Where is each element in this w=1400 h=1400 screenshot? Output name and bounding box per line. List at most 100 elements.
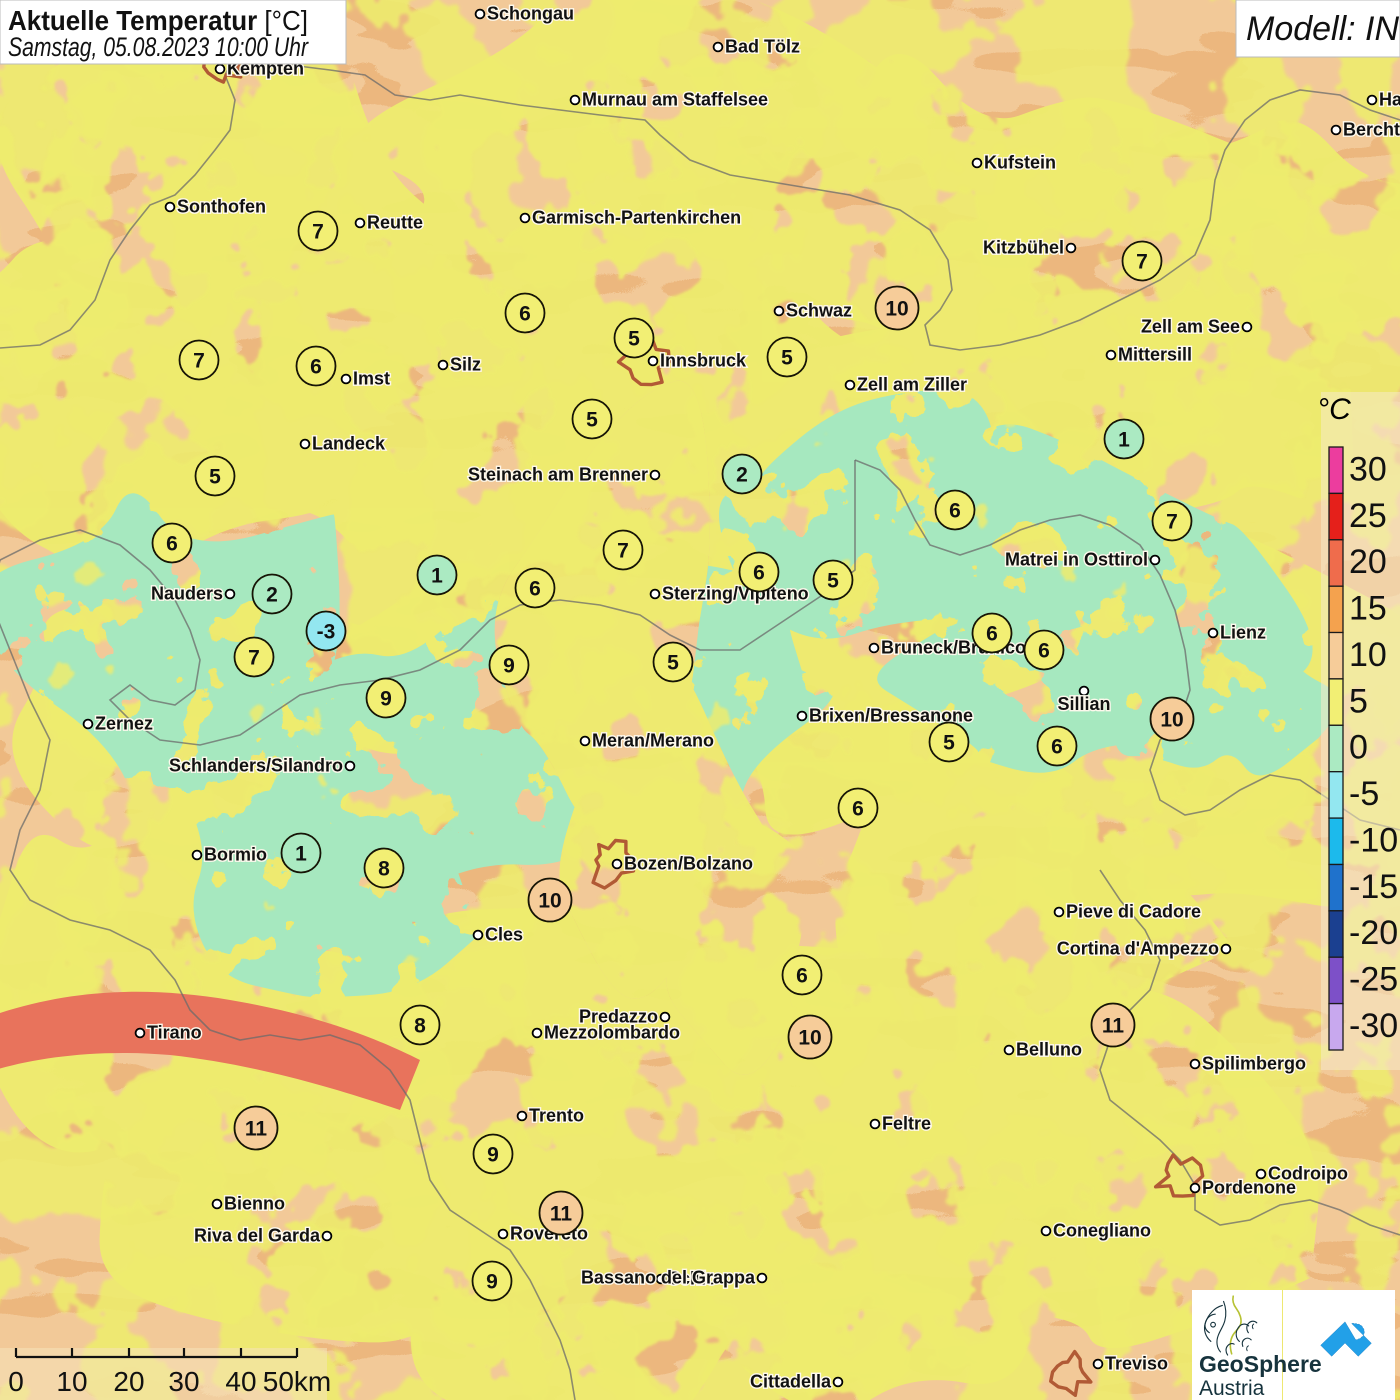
svg-text:-3: -3 (317, 621, 336, 644)
svg-text:Landeck: Landeck (312, 434, 386, 454)
svg-text:5: 5 (781, 347, 793, 370)
svg-text:11: 11 (245, 1118, 268, 1141)
svg-text:7: 7 (617, 540, 629, 563)
svg-text:25: 25 (1349, 497, 1387, 535)
svg-text:Belluno: Belluno (1016, 1040, 1082, 1060)
svg-text:5: 5 (209, 466, 221, 489)
svg-text:6: 6 (310, 356, 322, 379)
svg-text:Pieve di Cadore: Pieve di Cadore (1066, 902, 1201, 922)
svg-text:7: 7 (248, 647, 260, 670)
svg-text:Schwaz: Schwaz (786, 301, 852, 321)
svg-text:6: 6 (796, 965, 808, 988)
svg-text:5: 5 (827, 570, 839, 593)
svg-text:5: 5 (628, 328, 640, 351)
svg-text:20: 20 (113, 1366, 144, 1397)
svg-text:Coneglianο: Coneglianο (1053, 1221, 1151, 1241)
svg-text:Kufstein: Kufstein (984, 153, 1056, 173)
svg-text:6: 6 (1038, 640, 1050, 663)
svg-text:Austria: Austria (1199, 1377, 1265, 1400)
svg-text:Trento: Trento (529, 1106, 584, 1126)
svg-text:10: 10 (885, 298, 908, 321)
svg-text:10: 10 (538, 890, 561, 913)
svg-text:Garmisch-Partenkirchen: Garmisch-Partenkirchen (532, 208, 741, 228)
svg-text:Samstag, 05.08.2023 10:00 Uhr: Samstag, 05.08.2023 10:00 Uhr (8, 32, 309, 62)
svg-text:30: 30 (168, 1366, 199, 1397)
svg-text:6: 6 (986, 623, 998, 646)
svg-text:1: 1 (295, 843, 307, 866)
svg-text:Meran/Merano: Meran/Merano (592, 731, 714, 751)
svg-text:Cles: Cles (485, 925, 523, 945)
svg-text:Modell: INCA: Modell: INCA (1246, 10, 1400, 48)
svg-text:-5: -5 (1349, 775, 1379, 813)
svg-text:Codroipo: Codroipo (1268, 1164, 1348, 1184)
svg-text:6: 6 (166, 533, 178, 556)
svg-text:7: 7 (1136, 251, 1148, 274)
svg-text:Kitzbühel: Kitzbühel (983, 238, 1064, 258)
svg-text:-25: -25 (1349, 961, 1398, 999)
svg-text:Treviso: Treviso (1105, 1354, 1168, 1374)
svg-text:-15: -15 (1349, 868, 1398, 906)
svg-text:7: 7 (312, 221, 324, 244)
svg-text:Nauders: Nauders (151, 584, 223, 604)
svg-text:Schongau: Schongau (487, 4, 574, 24)
svg-text:-20: -20 (1349, 914, 1398, 952)
svg-text:1: 1 (1118, 429, 1130, 452)
svg-text:Sonthofen: Sonthofen (177, 197, 266, 217)
svg-text:6: 6 (949, 500, 961, 523)
svg-text:50km: 50km (263, 1366, 331, 1397)
svg-text:Feltre: Feltre (882, 1114, 931, 1134)
svg-text:5: 5 (943, 732, 955, 755)
svg-text:10: 10 (1349, 636, 1387, 674)
svg-text:Riva del Garda: Riva del Garda (194, 1226, 321, 1246)
svg-text:Lienz: Lienz (1220, 623, 1266, 643)
svg-text:30: 30 (1349, 450, 1387, 488)
svg-text:Bienno: Bienno (224, 1194, 285, 1214)
svg-text:6: 6 (529, 578, 541, 601)
svg-text:15: 15 (1349, 590, 1387, 628)
svg-text:Cittadella: Cittadella (750, 1372, 832, 1392)
svg-text:Imst: Imst (353, 369, 390, 389)
svg-text:6: 6 (1051, 736, 1063, 759)
svg-text:40: 40 (225, 1366, 256, 1397)
svg-text:Bassano del Grappa: Bassano del Grappa (581, 1268, 756, 1288)
svg-text:Matrei in Osttirol: Matrei in Osttirol (1005, 550, 1148, 570)
svg-text:Tirano: Tirano (147, 1023, 202, 1043)
svg-text:Mittersill: Mittersill (1118, 345, 1192, 365)
svg-text:Berchtesgaden: Berchtesgaden (1343, 120, 1400, 140)
svg-text:10: 10 (798, 1027, 821, 1050)
svg-text:9: 9 (487, 1144, 499, 1167)
svg-text:0: 0 (8, 1366, 24, 1397)
svg-text:5: 5 (667, 652, 679, 675)
svg-text:Bozen/Bolzano: Bozen/Bolzano (624, 854, 753, 874)
svg-text:Innsbruck: Innsbruck (660, 351, 747, 371)
svg-text:9: 9 (486, 1271, 498, 1294)
svg-text:Zell am Ziller: Zell am Ziller (857, 375, 967, 395)
svg-text:Cortina d'Ampezzo: Cortina d'Ampezzo (1057, 939, 1219, 959)
svg-text:5: 5 (586, 409, 598, 432)
svg-text:6: 6 (753, 562, 765, 585)
svg-text:Spilimbergo: Spilimbergo (1202, 1054, 1306, 1074)
svg-text:1: 1 (431, 565, 443, 588)
svg-text:Sillian: Sillian (1057, 694, 1110, 714)
svg-text:6: 6 (852, 798, 864, 821)
svg-text:2: 2 (736, 464, 748, 487)
svg-text:Hallein: Hallein (1379, 90, 1400, 110)
svg-text:11: 11 (550, 1203, 573, 1226)
svg-text:20: 20 (1349, 543, 1387, 581)
svg-text:Mezzolombardo: Mezzolombardo (544, 1023, 680, 1043)
svg-text:8: 8 (378, 858, 390, 881)
svg-text:0: 0 (1349, 729, 1368, 767)
svg-text:7: 7 (1166, 511, 1178, 534)
svg-text:5: 5 (1349, 682, 1368, 720)
svg-text:9: 9 (380, 688, 392, 711)
svg-text:Sterzing/Vipiteno: Sterzing/Vipiteno (662, 584, 809, 604)
svg-text:Zell am See: Zell am See (1141, 317, 1240, 337)
svg-text:8: 8 (414, 1015, 426, 1038)
svg-text:11: 11 (1102, 1015, 1125, 1038)
svg-text:Schlanders/Silandro: Schlanders/Silandro (169, 756, 343, 776)
svg-text:6: 6 (519, 303, 531, 326)
svg-text:Silz: Silz (450, 355, 481, 375)
svg-text:9: 9 (503, 655, 515, 678)
svg-text:Steinach am Brenner: Steinach am Brenner (468, 465, 648, 485)
svg-text:°C: °C (1317, 393, 1351, 426)
